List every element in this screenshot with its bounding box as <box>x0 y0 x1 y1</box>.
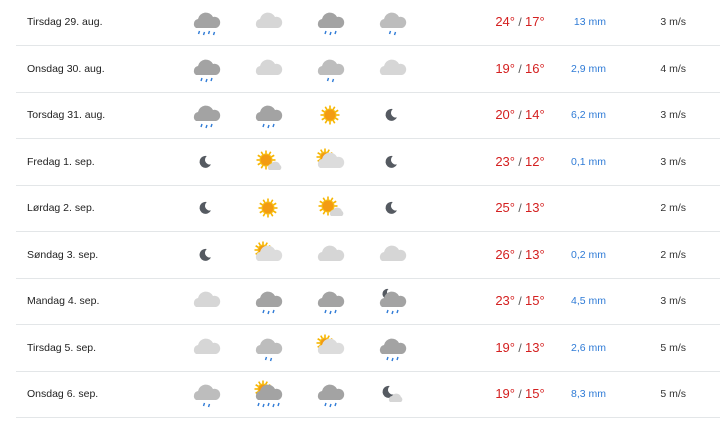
temperature: 19° / 13° <box>495 339 545 355</box>
day-label: Fredag 1. sep. <box>27 155 95 168</box>
precipitation: 13 mm <box>573 16 606 28</box>
wind-speed: 5 m/s <box>660 341 686 354</box>
day-label: Onsdag 6. sep. <box>27 388 99 400</box>
partly-cloudy-day-icon <box>254 241 283 261</box>
rain-icon <box>317 12 345 36</box>
wind-speed: 3 m/s <box>660 295 686 307</box>
day-label: Torsdag 31. aug. <box>27 109 106 121</box>
rain-icon <box>255 291 283 315</box>
min-temp: 13° <box>525 339 545 355</box>
moon-cloud-icon <box>382 385 403 402</box>
forecast-row[interactable]: Onsdag 30. aug. 19° / 16° 2,9 mm 4 m/s <box>16 46 720 93</box>
precipitation: 6,2 mm <box>570 109 606 121</box>
temperature: 23° / 15° <box>495 293 545 308</box>
rain-icon <box>317 291 345 315</box>
sun-icon <box>320 105 340 125</box>
moon-icon <box>385 201 397 214</box>
precipitation: 2,6 mm <box>570 341 606 354</box>
temperature: 25° / 13° <box>495 200 545 215</box>
max-temp: 19° <box>495 386 515 401</box>
max-temp: 23° <box>495 153 515 169</box>
cloud-icon <box>255 12 283 28</box>
forecast-row[interactable]: Tirsdag 5. sep. 19° / 13° 2,6 mm 5 m/s <box>16 325 720 372</box>
forecast-row[interactable]: Torsdag 31. aug. 20° / 14° 6,2 mm 3 m/s <box>16 92 720 139</box>
temperature: 20° / 14° <box>495 107 545 122</box>
min-temp: 15° <box>525 293 545 308</box>
min-temp: 13° <box>525 246 545 262</box>
moon-icon <box>199 155 211 168</box>
light-rain-icon <box>193 384 221 408</box>
cloud-icon <box>379 245 407 261</box>
forecast-row[interactable]: Fredag 1. sep. 23° / 12° 0,1 mm 3 m/s <box>16 139 720 186</box>
forecast-row[interactable]: Onsdag 6. sep. 19° / 15° 8,3 mm 5 m/s <box>16 371 720 418</box>
forecast-row[interactable]: Tirsdag 29. aug. 24° / 17° 13 mm 3 m/s <box>16 0 720 46</box>
min-temp: 14° <box>525 107 545 122</box>
day-label: Tirsdag 29. aug. <box>27 16 103 28</box>
day-label: Lørdag 2. sep. <box>27 202 95 214</box>
light-rain-icon <box>317 59 345 82</box>
forecast-row[interactable]: Lørdag 2. sep. 25° / 13° 2 m/s <box>16 185 720 232</box>
forecast-row[interactable]: Søndag 3. sep. 26° / 13° 0,2 mm 2 m/s <box>16 232 720 279</box>
moon-cloud-rain-icon <box>379 288 407 315</box>
sun-cloud-heavy-rain-icon <box>254 380 283 408</box>
temperature: 26° / 13° <box>495 246 545 262</box>
fair-day-icon <box>318 196 344 216</box>
moon-icon <box>385 155 397 168</box>
rain-icon <box>379 338 407 361</box>
cloud-icon <box>193 338 221 354</box>
wind-speed: 3 m/s <box>660 109 686 121</box>
sun-icon <box>258 198 278 218</box>
rain-icon <box>193 105 221 129</box>
max-temp: 19° <box>495 339 515 355</box>
rain-icon <box>193 59 221 82</box>
day-label: Søndag 3. sep. <box>27 248 99 261</box>
rain-icon <box>317 384 345 408</box>
heavy-rain-icon <box>193 12 221 36</box>
partly-cloudy-day-icon <box>316 334 345 354</box>
max-temp: 26° <box>495 246 515 262</box>
min-temp: 16° <box>525 60 545 76</box>
min-temp: 17° <box>525 14 545 29</box>
precipitation: 4,5 mm <box>570 295 606 307</box>
temperature: 19° / 16° <box>495 60 545 76</box>
max-temp: 24° <box>495 14 515 29</box>
day-label: Tirsdag 5. sep. <box>27 341 97 354</box>
precipitation: 0,2 mm <box>570 248 606 261</box>
max-temp: 25° <box>495 200 515 215</box>
max-temp: 19° <box>495 60 515 76</box>
light-rain-icon <box>379 12 407 36</box>
light-rain-icon <box>255 338 283 361</box>
wind-speed: 2 m/s <box>660 202 686 214</box>
fair-day-icon <box>256 150 282 170</box>
partly-cloudy-day-icon <box>316 148 345 168</box>
moon-icon <box>385 108 397 121</box>
rain-icon <box>255 105 283 129</box>
temperature: 24° / 17° <box>495 14 545 29</box>
min-temp: 13° <box>525 200 545 215</box>
wind-speed: 4 m/s <box>660 62 686 75</box>
day-label: Mandag 4. sep. <box>27 295 100 307</box>
wind-speed: 2 m/s <box>660 248 686 261</box>
temperature: 19° / 15° <box>495 386 545 401</box>
wind-speed: 3 m/s <box>660 155 686 168</box>
precipitation: 8,3 mm <box>570 388 606 400</box>
cloud-icon <box>379 59 407 75</box>
wind-speed: 5 m/s <box>660 388 686 400</box>
moon-icon <box>199 248 211 261</box>
max-temp: 20° <box>495 107 515 122</box>
cloud-icon <box>255 59 283 75</box>
min-temp: 15° <box>525 386 545 401</box>
temperature: 23° / 12° <box>495 153 545 169</box>
forecast-row[interactable]: Mandag 4. sep. 23° / 15° 4,5 mm 3 m/s <box>16 278 720 325</box>
wind-speed: 3 m/s <box>660 16 686 28</box>
moon-icon <box>199 201 211 214</box>
min-temp: 12° <box>525 153 545 169</box>
precipitation: 2,9 mm <box>570 62 606 75</box>
precipitation: 0,1 mm <box>570 155 606 168</box>
day-label: Onsdag 30. aug. <box>27 62 105 75</box>
cloud-icon <box>317 245 345 261</box>
cloud-icon <box>193 291 221 307</box>
max-temp: 23° <box>495 293 515 308</box>
